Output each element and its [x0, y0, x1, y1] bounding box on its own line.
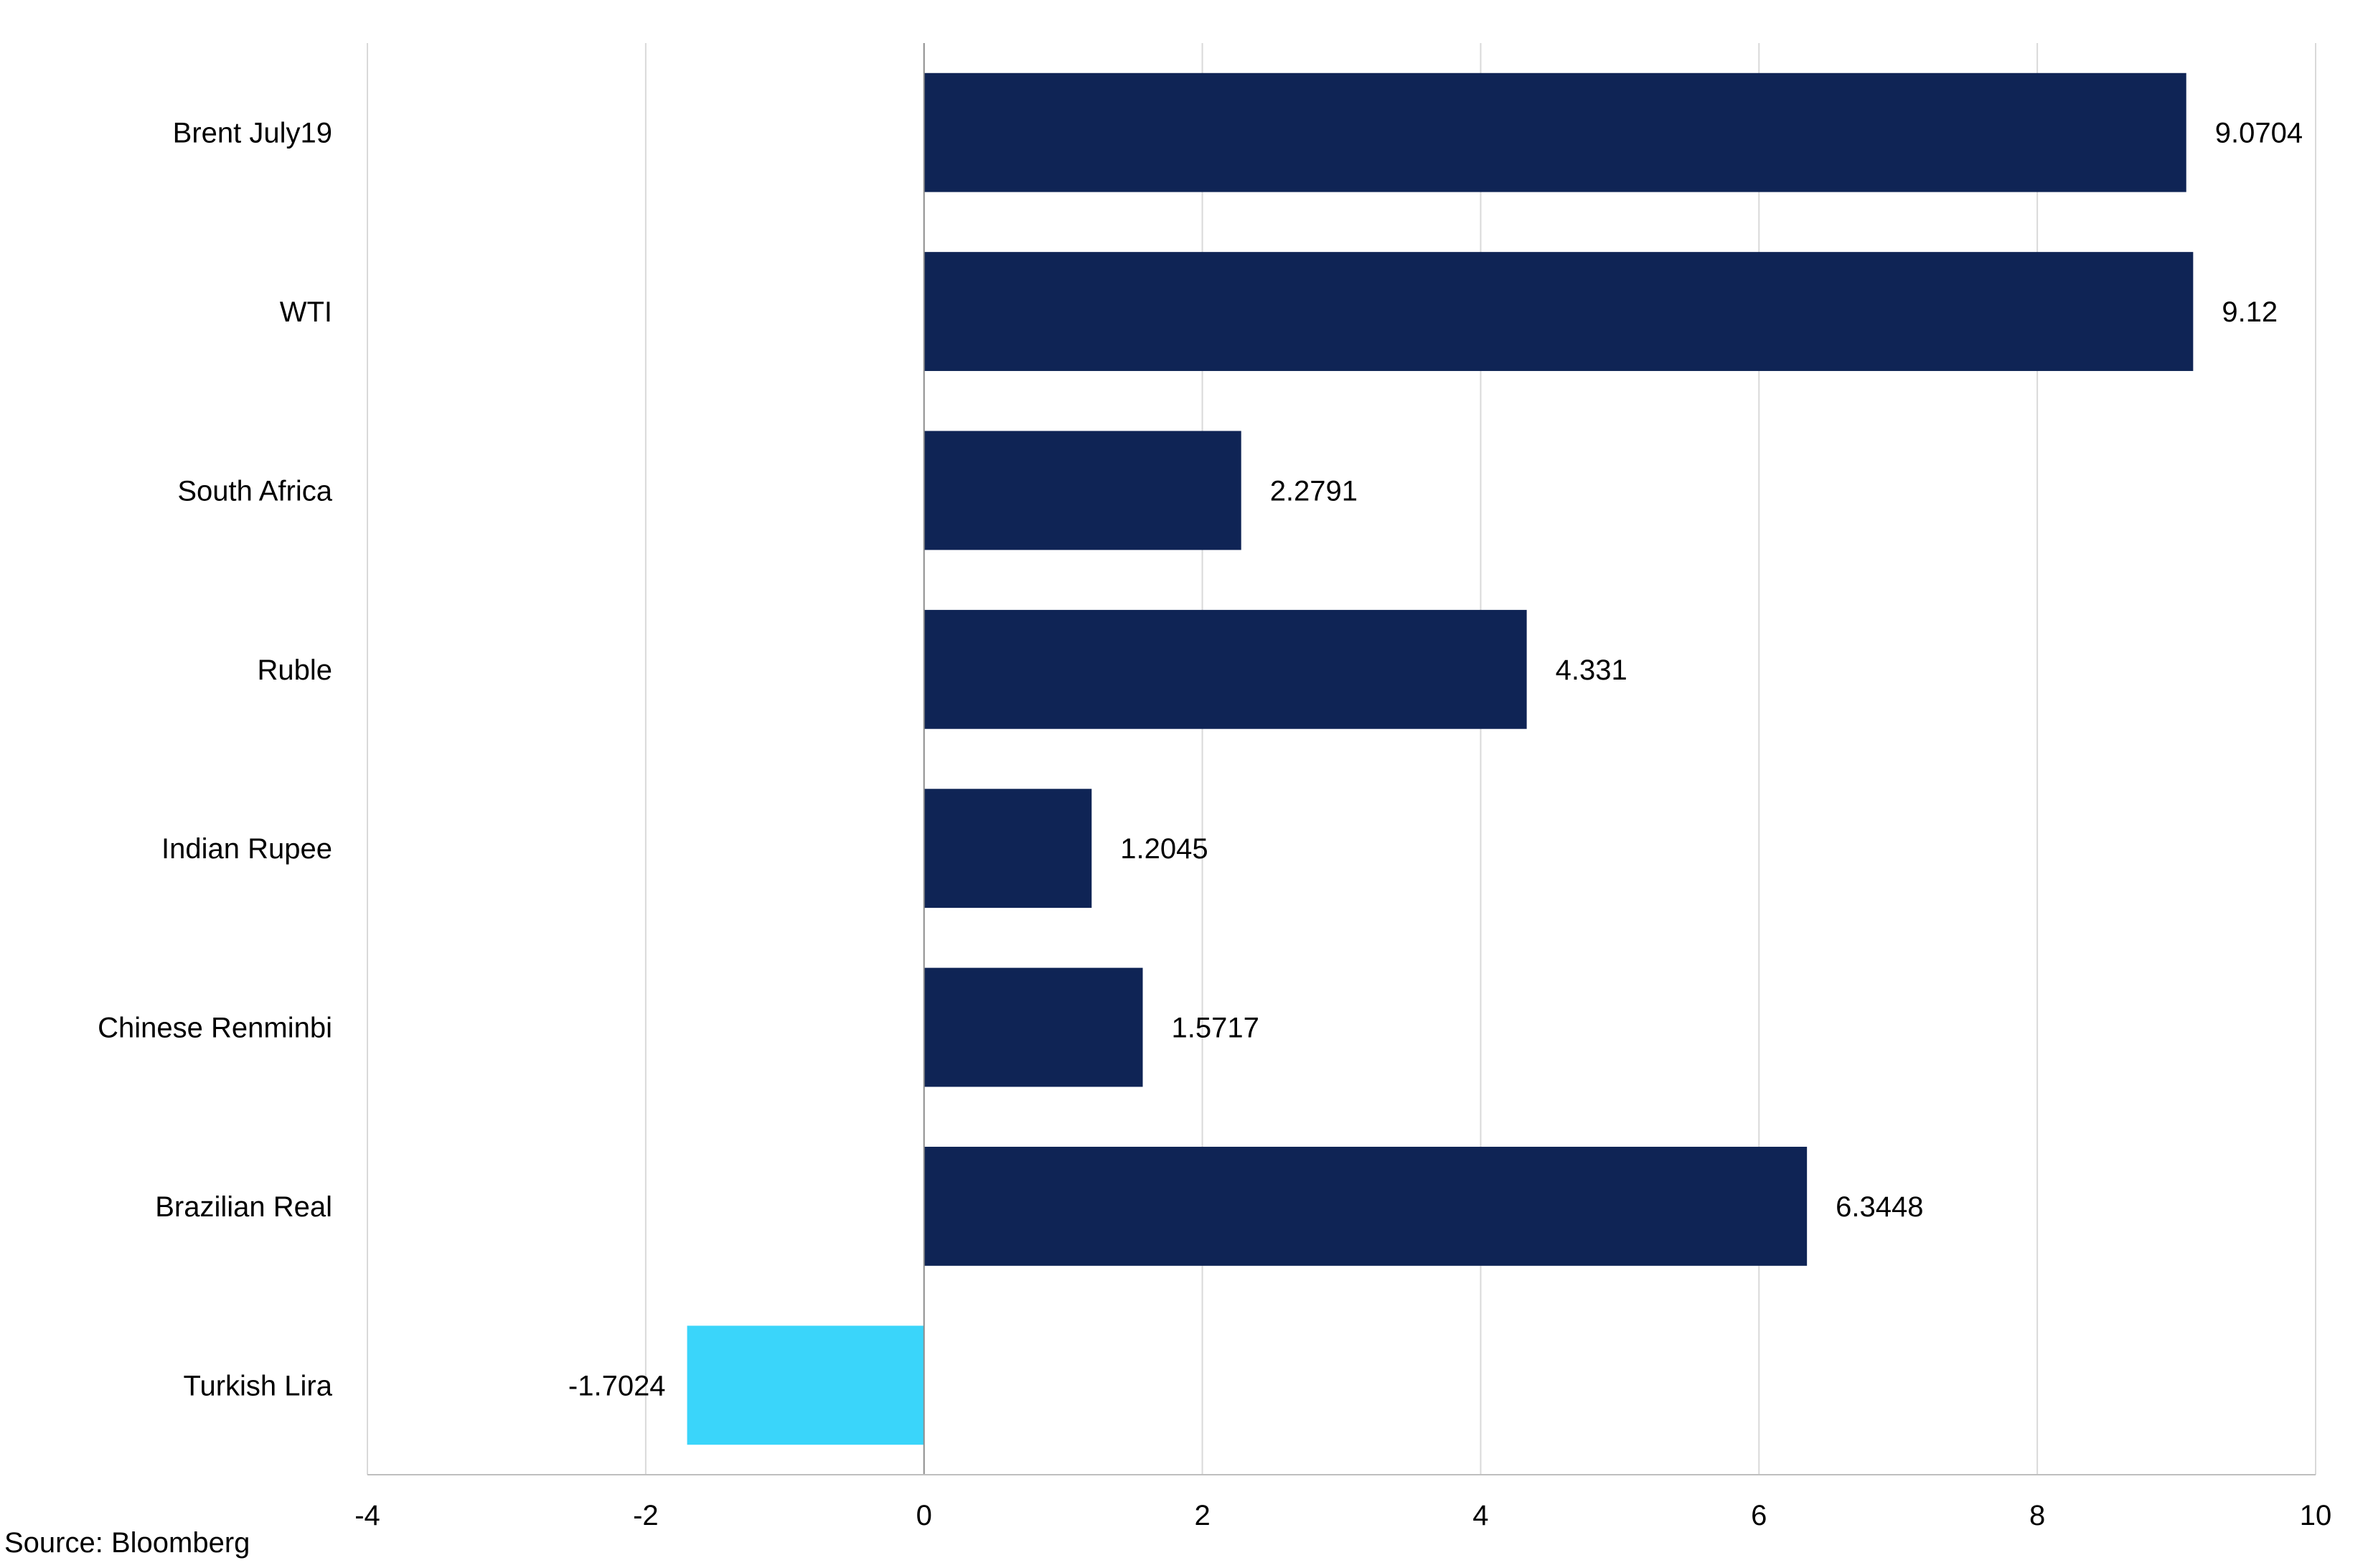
x-tick-label: 10 — [2300, 1500, 2332, 1531]
data-label: 1.5717 — [1172, 1013, 1259, 1044]
data-label: 1.2045 — [1120, 833, 1208, 865]
category-label: Brazilian Real — [155, 1191, 332, 1223]
data-label: -1.7024 — [568, 1370, 666, 1402]
bar — [924, 1147, 1808, 1266]
value-labels: 9.0704 9.12 2.2791 4.331 1.2045 1.5717 6.3448 -… — [568, 118, 2303, 1402]
category-label: Turkish Lira — [184, 1370, 333, 1402]
bar — [924, 967, 1143, 1087]
category-label: Indian Rupee — [161, 833, 332, 865]
x-tick-label: 4 — [1472, 1500, 1488, 1531]
x-tick-label: 8 — [2029, 1500, 2045, 1531]
bar — [924, 252, 2194, 371]
category-label: Ruble — [257, 654, 332, 686]
x-tick-label: 0 — [916, 1500, 932, 1531]
data-label: 6.3448 — [1836, 1191, 1923, 1223]
bar — [687, 1325, 924, 1445]
x-tick-label: -4 — [354, 1500, 380, 1531]
data-label: 2.2791 — [1270, 475, 1358, 507]
bar — [924, 431, 1241, 550]
x-tick-labels: -4 -2 0 2 4 6 8 10 — [354, 1500, 2331, 1531]
data-label: 9.0704 — [2215, 118, 2303, 149]
data-label: 4.331 — [1556, 654, 1627, 686]
bars — [687, 72, 2194, 1445]
axes — [367, 43, 2316, 1475]
category-labels: Brent July19 WTI South Africa Ruble Indian R… — [98, 118, 333, 1402]
x-tick-label: 2 — [1194, 1500, 1210, 1531]
bar — [924, 789, 1092, 909]
bar — [924, 72, 2186, 192]
category-label: Brent July19 — [173, 118, 332, 149]
category-label: South Africa — [177, 475, 332, 507]
bar — [924, 609, 1527, 729]
x-tick-label: -2 — [633, 1500, 659, 1531]
x-tick-label: 6 — [1751, 1500, 1767, 1531]
category-label: WTI — [280, 296, 332, 328]
category-label: Chinese Renminbi — [98, 1013, 332, 1044]
source-note: Source: Bloomberg — [4, 1527, 250, 1559]
data-label: 9.12 — [2222, 296, 2278, 328]
